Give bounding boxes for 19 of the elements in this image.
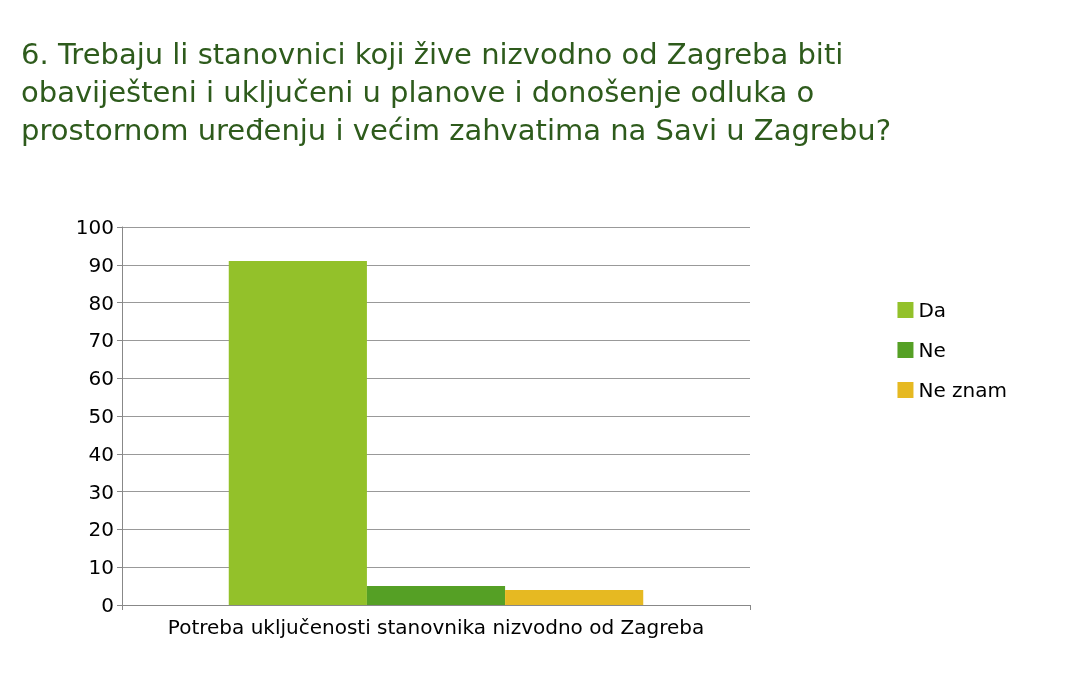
x-tick-label: Potreba uključenosti stanovnika nizvodno od Zagreba bbox=[167, 615, 705, 639]
y-tick-label: 40 bbox=[88, 441, 114, 466]
y-tick-label: 90 bbox=[88, 252, 114, 277]
legend-label: Ne bbox=[918, 338, 946, 362]
y-tick-label: 10 bbox=[88, 555, 114, 580]
y-tick-label: 70 bbox=[88, 328, 114, 353]
y-tick-label: 20 bbox=[88, 517, 114, 542]
y-tick-label: 60 bbox=[88, 366, 114, 391]
legend-label: Da bbox=[918, 298, 947, 322]
y-tick-label: 30 bbox=[88, 479, 114, 504]
bar bbox=[228, 261, 367, 605]
bar bbox=[366, 586, 506, 605]
y-tick-label: 0 bbox=[101, 593, 114, 617]
y-tick-label: 100 bbox=[75, 215, 114, 239]
bar bbox=[505, 589, 644, 605]
legend-label: Ne znam bbox=[918, 378, 1008, 402]
chart-title: 6. Trebaju li stanovnici koji žive nizvodno od Zagreba biti obaviješteni i uključeni u planove i donošenje odluka o prostornom uređenju i većim zahvatima na Savi u Zagrebu? bbox=[21, 37, 892, 147]
y-tick-label: 50 bbox=[88, 404, 114, 428]
y-tick-label: 80 bbox=[88, 290, 114, 315]
